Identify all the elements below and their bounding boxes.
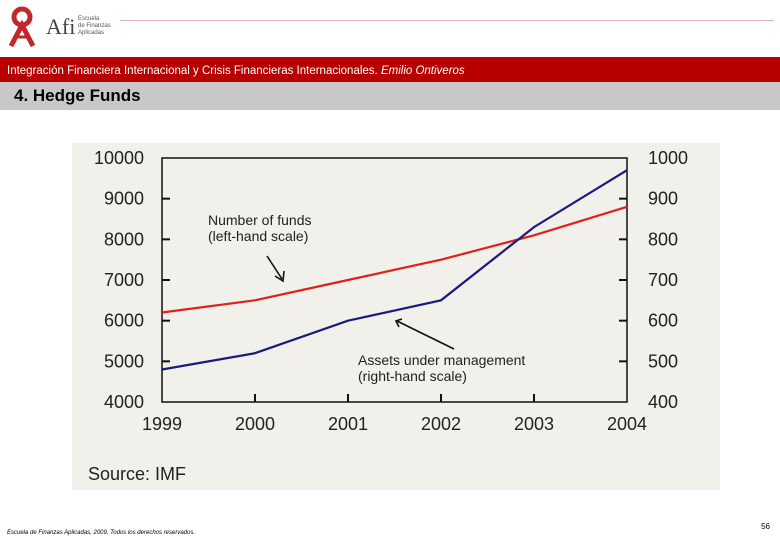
right-tick-label: 600 bbox=[648, 311, 678, 331]
plot-frame bbox=[161, 157, 628, 403]
series-line-number-of-funds bbox=[161, 205, 628, 314]
left-tick-label: 5000 bbox=[104, 351, 144, 371]
x-tick-label: 2002 bbox=[421, 414, 461, 434]
logo-subtitle-line: de Finanzas bbox=[78, 23, 111, 29]
chart-gridlines bbox=[162, 197, 627, 402]
chart-series bbox=[161, 169, 628, 371]
right-tick-label: 1000 bbox=[648, 148, 688, 168]
left-tick-label: 8000 bbox=[104, 229, 144, 249]
x-tick-label: 2003 bbox=[514, 414, 554, 434]
left-tick-label: 10000 bbox=[94, 148, 144, 168]
chart-source: Source: IMF bbox=[88, 464, 186, 484]
x-tick-label: 2000 bbox=[235, 414, 275, 434]
chart-panel: 10000 9000 8000 7000 6000 5000 4000 1000 900 800… bbox=[72, 143, 720, 490]
right-tick-label: 400 bbox=[648, 392, 678, 412]
logo-subtitle-line: Aplicadas bbox=[78, 30, 105, 36]
x-tick-label: 1999 bbox=[142, 414, 182, 434]
hedge-funds-chart: 10000 9000 8000 7000 6000 5000 4000 1000 900 800… bbox=[88, 148, 688, 484]
x-axis: 1999 2000 2001 2002 2003 2004 bbox=[142, 414, 647, 434]
left-tick-label: 7000 bbox=[104, 270, 144, 290]
annotation-assets-line1: Assets under management bbox=[358, 352, 525, 368]
right-tick-label: 800 bbox=[648, 229, 678, 249]
annotation-arrow-assets bbox=[394, 318, 455, 350]
annotation-funds-line1: Number of funds bbox=[208, 212, 312, 228]
logo-name: Afi bbox=[46, 14, 76, 39]
header-author: Emilio Ontiveros bbox=[380, 65, 465, 77]
right-tick-label: 900 bbox=[648, 189, 678, 209]
left-axis: 10000 9000 8000 7000 6000 5000 4000 bbox=[94, 148, 144, 412]
header-title-text: Integración Financiera Internacional y C… bbox=[7, 65, 378, 77]
header-band bbox=[0, 57, 780, 82]
left-tick-label: 4000 bbox=[104, 392, 144, 412]
right-axis: 1000 900 800 700 600 500 400 bbox=[648, 148, 688, 412]
series-line-assets-under-management bbox=[161, 169, 628, 371]
right-tick-label: 700 bbox=[648, 270, 678, 290]
header-title: Integración Financiera Internacional y C… bbox=[7, 65, 465, 77]
afi-logo: Afi Escuela de Finanzas Aplicadas bbox=[6, 6, 116, 50]
section-title: 4. Hedge Funds bbox=[14, 86, 141, 105]
right-tick-label: 500 bbox=[648, 351, 678, 371]
x-tick-label: 2001 bbox=[328, 414, 368, 434]
left-tick-label: 6000 bbox=[104, 311, 144, 331]
x-tick-label: 2004 bbox=[607, 414, 647, 434]
section-bar bbox=[0, 82, 780, 110]
left-tick-label: 9000 bbox=[104, 189, 144, 209]
annotation-funds-line2: (left-hand scale) bbox=[208, 228, 308, 244]
page-number: 56 bbox=[761, 522, 770, 531]
top-divider bbox=[120, 20, 774, 21]
afi-logo-mark-icon bbox=[8, 6, 36, 48]
logo-subtitle-line: Escuela bbox=[78, 16, 100, 22]
annotation-assets-line2: (right-hand scale) bbox=[358, 368, 467, 384]
logo-subtitle: Escuela de Finanzas Aplicadas bbox=[78, 16, 128, 37]
annotation-arrow-funds bbox=[266, 255, 285, 283]
footer-copyright: Escuela de Finanzas Aplicadas, 2009. Tod… bbox=[7, 530, 196, 536]
